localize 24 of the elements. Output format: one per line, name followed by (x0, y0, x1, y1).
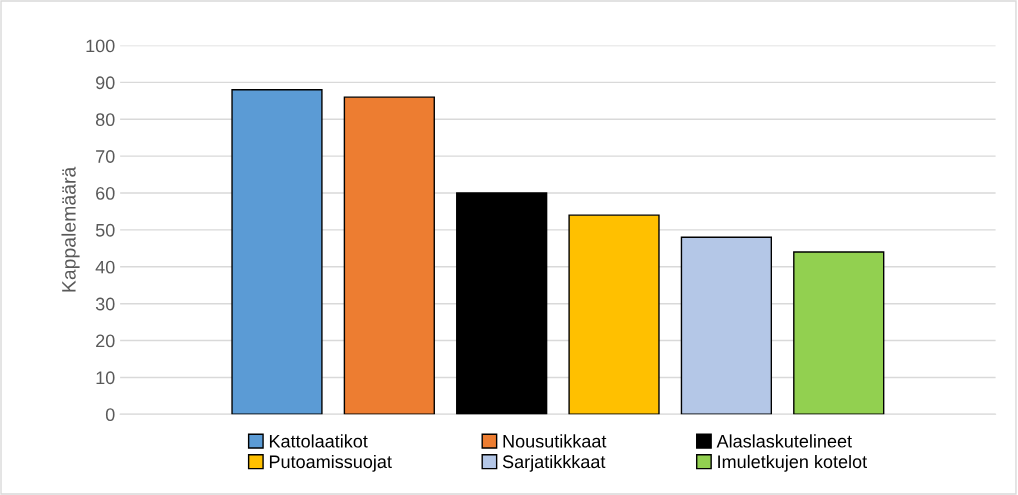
y-tick-label: 50 (95, 223, 115, 237)
bar (231, 89, 323, 415)
y-tick-label: 100 (86, 39, 115, 53)
y-tick-label: 70 (96, 150, 115, 163)
legend-label: Kattolaatikot (269, 434, 368, 448)
legend-label: Putoamissuojat (269, 454, 392, 472)
bar (680, 236, 773, 415)
y-axis-title: Kappalemäärä (61, 166, 80, 292)
y-tick-label: 60 (96, 186, 115, 200)
y-tick-label: 40 (95, 260, 115, 274)
legend-label: Sarjatikkkaat (502, 454, 606, 472)
y-tick-label: 0 (105, 408, 115, 422)
legend-label: Imuletkujen kotelot (718, 454, 867, 472)
y-tick-label: 80 (95, 113, 115, 127)
y-tick-label: 10 (96, 371, 115, 385)
legend-label: Nousutikkaat (503, 434, 607, 448)
y-tick-label: 30 (95, 297, 115, 311)
bar (343, 96, 435, 415)
bar (793, 251, 885, 415)
y-tick-label: 90 (96, 76, 115, 90)
y-tick-label: 20 (96, 334, 115, 348)
bar (456, 192, 548, 415)
bar (568, 214, 660, 415)
legend-label: Alaslaskutelineet (716, 434, 852, 448)
